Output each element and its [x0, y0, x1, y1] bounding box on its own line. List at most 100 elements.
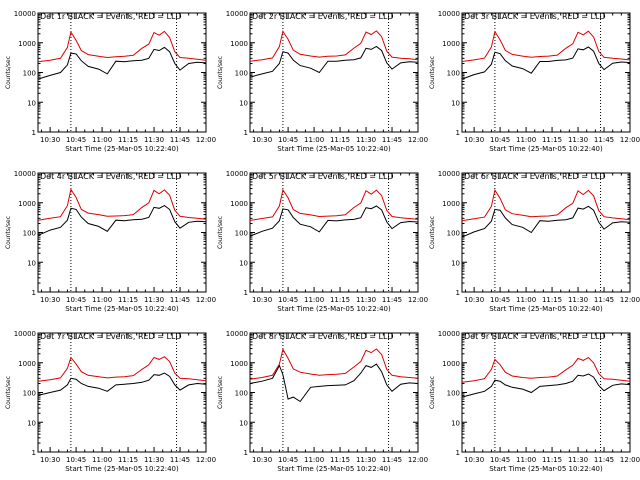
plot-frame [37, 332, 207, 453]
y-tick-label: 1000 [18, 40, 36, 48]
y-axis-label: Counts/sec [429, 376, 436, 409]
chart-title: Det 5r BLACK = Events, RED = LLD [252, 172, 394, 181]
y-tick-label: 1 [244, 129, 248, 137]
y-tick-label: 10000 [438, 330, 460, 338]
y-tick-label: 10000 [14, 10, 36, 18]
y-tick-label: 1000 [230, 360, 248, 368]
y-tick-label: 1 [32, 129, 36, 137]
x-tick-label: 10:45 [278, 456, 298, 464]
y-tick-label: 100 [23, 390, 36, 398]
x-tick-label: 11:45 [170, 136, 190, 144]
x-tick-label: 11:45 [382, 456, 402, 464]
series-line-lld [37, 30, 207, 63]
y-tick-label: 10 [27, 99, 36, 107]
x-tick-label: 12:00 [620, 136, 640, 144]
y-tick-label: 1 [32, 449, 36, 457]
x-tick-label: 10:30 [40, 456, 60, 464]
series-line-lld [37, 188, 207, 221]
y-axis-label: Counts/sec [5, 216, 12, 249]
plot-frame [461, 12, 631, 133]
series-line-events [37, 46, 207, 80]
chart-panel-5: Det 5r BLACK = Events, RED = LLD 1 10 100 10… [217, 170, 428, 313]
x-tick-label: 11:45 [170, 296, 190, 304]
series-line-events [249, 205, 419, 237]
x-tick-label: 11:15 [118, 136, 138, 144]
chart-title: Det 7r BLACK = Events, RED = LLD [40, 332, 182, 341]
x-tick-label: 11:30 [568, 456, 588, 464]
series-line-lld [461, 30, 631, 62]
y-tick-label: 1000 [442, 200, 460, 208]
x-tick-label: 10:45 [66, 136, 86, 144]
y-axis-label: Counts/sec [5, 376, 12, 409]
series-line-lld [461, 356, 631, 383]
chart-panel-9: Det 9r BLACK = Events, RED = LLD 1 10 100 10… [429, 330, 640, 473]
plot-frame [249, 12, 419, 133]
x-axis-label: Start Time (25-Mar-05 10:22:40) [277, 145, 391, 153]
y-tick-label: 10 [239, 419, 248, 427]
y-tick-label: 1000 [230, 200, 248, 208]
x-tick-label: 11:15 [330, 296, 350, 304]
x-tick-label: 11:00 [516, 456, 536, 464]
y-axis-label: Counts/sec [5, 56, 12, 89]
y-tick-label: 1 [32, 289, 36, 297]
series-line-events [37, 205, 207, 236]
x-tick-label: 11:15 [330, 456, 350, 464]
y-axis-label: Counts/sec [217, 56, 224, 89]
x-tick-label: 10:30 [40, 136, 60, 144]
y-tick-label: 1 [456, 129, 460, 137]
y-tick-label: 10000 [226, 170, 248, 178]
x-tick-label: 11:00 [304, 456, 324, 464]
y-tick-label: 1 [244, 449, 248, 457]
chart-panel-2: Det 2r BLACK = Events, RED = LLD 1 10 100 10… [217, 10, 428, 153]
plot-frame [249, 332, 419, 453]
chart-title: Det 8r BLACK = Events, RED = LLD [252, 332, 394, 341]
x-axis-label: Start Time (25-Mar-05 10:22:40) [65, 145, 179, 153]
x-tick-label: 10:30 [252, 456, 272, 464]
chart-title: Det 6r BLACK = Events, RED = LLD [464, 172, 606, 181]
series-line-events [249, 363, 419, 403]
series-line-lld [249, 348, 419, 380]
y-tick-label: 1000 [442, 360, 460, 368]
chart-panel-8: Det 8r BLACK = Events, RED = LLD 1 10 100 10… [217, 330, 428, 473]
y-axis-label: Counts/sec [429, 56, 436, 89]
x-axis-label: Start Time (25-Mar-05 10:22:40) [277, 465, 391, 473]
x-tick-label: 12:00 [408, 456, 428, 464]
x-tick-label: 11:45 [382, 136, 402, 144]
y-tick-label: 1000 [18, 200, 36, 208]
x-tick-label: 10:45 [490, 456, 510, 464]
series-line-events [461, 46, 631, 80]
plot-frame [461, 172, 631, 293]
chart-panel-7: Det 7r BLACK = Events, RED = LLD 1 10 100 10… [5, 330, 216, 473]
chart-panel-6: Det 6r BLACK = Events, RED = LLD 1 10 100 10… [429, 170, 640, 313]
x-tick-label: 11:30 [144, 456, 164, 464]
chart-title: Det 9r BLACK = Events, RED = LLD [464, 332, 606, 341]
x-tick-label: 10:45 [66, 456, 86, 464]
x-tick-label: 12:00 [196, 456, 216, 464]
y-tick-label: 10 [451, 259, 460, 267]
x-tick-label: 11:00 [516, 136, 536, 144]
x-axis-label: Start Time (25-Mar-05 10:22:40) [65, 465, 179, 473]
x-tick-label: 12:00 [196, 296, 216, 304]
x-tick-label: 11:00 [516, 296, 536, 304]
x-tick-label: 11:45 [382, 296, 402, 304]
y-tick-label: 10 [451, 419, 460, 427]
x-tick-label: 11:00 [92, 456, 112, 464]
y-tick-label: 100 [235, 70, 248, 78]
x-axis-label: Start Time (25-Mar-05 10:22:40) [489, 145, 603, 153]
x-tick-label: 11:15 [542, 296, 562, 304]
y-tick-label: 1 [456, 289, 460, 297]
chart-panel-3: Det 3r BLACK = Events, RED = LLD 1 10 100 10… [429, 10, 640, 153]
x-tick-label: 11:30 [356, 296, 376, 304]
y-tick-label: 10000 [226, 330, 248, 338]
y-tick-label: 10 [239, 259, 248, 267]
series-line-events [461, 373, 631, 398]
x-tick-label: 11:45 [594, 136, 614, 144]
x-tick-label: 11:30 [356, 456, 376, 464]
chart-title: Det 3r BLACK = Events, RED = LLD [464, 12, 606, 21]
x-tick-label: 11:45 [170, 456, 190, 464]
x-axis-label: Start Time (25-Mar-05 10:22:40) [489, 465, 603, 473]
y-tick-label: 100 [23, 230, 36, 238]
chart-panel-4: Det 4r BLACK = Events, RED = LLD 1 10 100 10… [5, 170, 216, 313]
y-tick-label: 100 [447, 70, 460, 78]
x-tick-label: 10:30 [252, 136, 272, 144]
